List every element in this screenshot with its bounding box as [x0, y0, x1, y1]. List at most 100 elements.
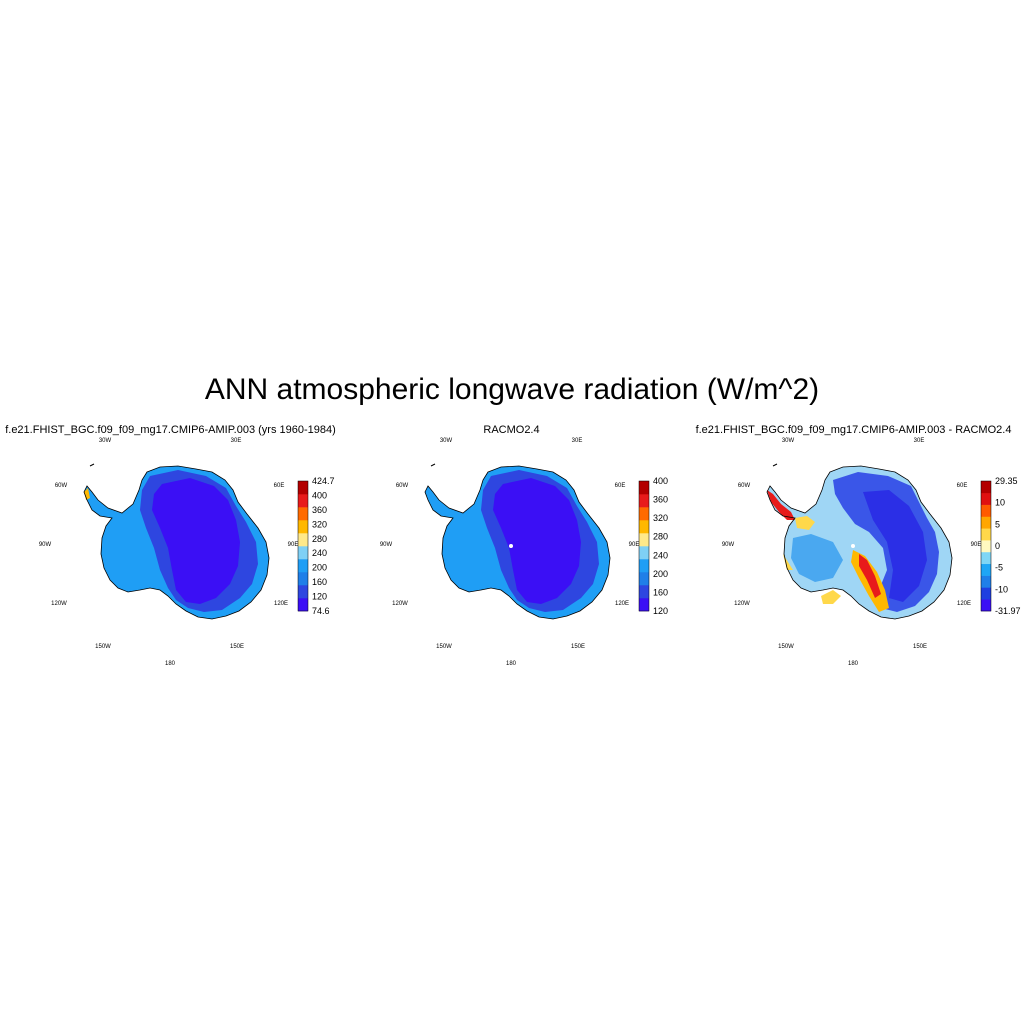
colorbar-cell [639, 520, 649, 534]
data-region [859, 554, 881, 598]
longitude-label: 180 [848, 661, 859, 667]
colorbar-cell [298, 598, 308, 612]
colorbar-label: -10 [995, 584, 1008, 594]
colorbar-label: -5 [995, 563, 1003, 573]
colorbar-cell [981, 563, 991, 576]
colorbar-cell [981, 575, 991, 588]
colorbar-label: 120 [653, 606, 668, 616]
island-mark [772, 463, 778, 467]
colorbar-label: 400 [312, 490, 327, 500]
antarctica-map: 30W 30E 60W 60E 90W 90E 120W 120E 150W 150E 180 120… [380, 438, 668, 667]
longitude-label: 120W [51, 601, 67, 607]
coastline [424, 465, 611, 620]
data-region [791, 534, 843, 582]
colorbar-cell [639, 533, 649, 547]
colorbar-label: 0 [995, 541, 1000, 551]
colorbar-cell [298, 533, 308, 547]
panel-title: RACMO2.4 [483, 424, 540, 436]
colorbar-cell [298, 481, 308, 495]
colorbar-label: 240 [312, 548, 327, 558]
longitude-label: 180 [165, 661, 176, 667]
colorbar-label: 320 [653, 513, 668, 523]
longitude-label: 90W [722, 542, 735, 548]
longitude-label: 30E [914, 438, 925, 444]
longitude-label: 90W [380, 542, 393, 548]
longitude-label: 60W [55, 483, 68, 489]
longitude-label: 30E [231, 438, 242, 444]
colorbar-label: 160 [653, 587, 668, 597]
antarctica-landmass [424, 465, 611, 620]
colorbar-label: 74.6 [312, 606, 330, 616]
longitude-label: 90W [39, 542, 52, 548]
colorbar: 74.6 120 160 200 240 280 320 360 400 424.7 [297, 476, 335, 616]
longitude-label: 30W [440, 438, 453, 444]
island-mark [89, 463, 95, 467]
colorbar-label: 5 [995, 519, 1000, 529]
colorbar-cell [298, 572, 308, 586]
colorbar-cell [639, 481, 649, 495]
colorbar-label: -31.97 [995, 606, 1021, 616]
longitude-label: 150E [913, 644, 927, 650]
data-region [821, 590, 841, 604]
map-panel-racmo: RACMO2.4 30W 30E 60W 60E 90W 90E 120W 120E 150W 1… [341, 420, 682, 680]
longitude-label: 150W [95, 644, 111, 650]
colorbar-cell [981, 516, 991, 529]
colorbar-label: 200 [653, 569, 668, 579]
colorbar-cell [298, 585, 308, 599]
colorbar-label: 320 [312, 519, 327, 529]
colorbar-cell [298, 494, 308, 508]
colorbar-cell [298, 546, 308, 560]
longitude-label: 150W [436, 644, 452, 650]
colorbar-cell [639, 598, 649, 612]
panel-title: f.e21.FHIST_BGC.f09_f09_mg17.CMIP6-AMIP.… [5, 424, 336, 436]
map-panel-difference: f.e21.FHIST_BGC.f09_f09_mg17.CMIP6-AMIP.… [683, 420, 1024, 680]
pole-mark [851, 544, 855, 548]
colorbar-cell [298, 520, 308, 534]
antarctica-map: 30W 30E 60W 60E 90W 90E 120W 120E 150W 150E 180 74.… [39, 438, 335, 667]
data-region [767, 490, 795, 520]
longitude-label: 90E [288, 542, 299, 548]
longitude-label: 120E [274, 601, 288, 607]
colorbar-label: 360 [653, 495, 668, 505]
colorbar: 120 160 200 240 280 320 360 400 [638, 476, 668, 616]
pole-mark [509, 544, 513, 548]
colorbar-label: 240 [653, 550, 668, 560]
colorbar: -31.97 -10 -5 0 5 10 29.35 [980, 476, 1021, 616]
panel-title: f.e21.FHIST_BGC.f09_f09_mg17.CMIP6-AMIP.… [695, 424, 1012, 436]
longitude-label: 60E [274, 483, 285, 489]
longitude-label: 30W [782, 438, 795, 444]
colorbar-frame [638, 480, 650, 612]
colorbar-cell [981, 587, 991, 600]
longitude-label: 90E [629, 542, 640, 548]
longitude-label: 120E [615, 601, 629, 607]
longitude-label: 120W [392, 601, 408, 607]
colorbar-cell [639, 494, 649, 508]
longitude-label: 120W [734, 601, 750, 607]
longitude-label: 120E [957, 601, 971, 607]
colorbar-cell [981, 528, 991, 541]
longitude-label: 60E [957, 483, 968, 489]
longitude-label: 150W [778, 644, 794, 650]
longitude-label: 30W [99, 438, 112, 444]
longitude-label: 150E [571, 644, 585, 650]
longitude-label: 30E [572, 438, 583, 444]
colorbar-label: 400 [653, 476, 668, 486]
island-mark [430, 463, 436, 467]
colorbar-cell [298, 559, 308, 573]
data-region [783, 554, 793, 570]
antarctica-landmass [766, 465, 953, 620]
coastline [766, 465, 953, 620]
colorbar-cell [639, 507, 649, 521]
colorbar-label: 280 [312, 534, 327, 544]
colorbar-cell [981, 551, 991, 565]
antarctica-map: 30W 30E 60W 60E 90W 90E 120W 120E 150W 150E 180 -31… [722, 438, 1021, 667]
colorbar-label: 120 [312, 592, 327, 602]
colorbar-cell [298, 507, 308, 521]
longitude-label: 60W [738, 483, 751, 489]
colorbar-label: 29.35 [995, 476, 1018, 486]
colorbar-cell [981, 481, 991, 494]
longitude-label: 60E [615, 483, 626, 489]
colorbar-cell [981, 599, 991, 612]
colorbar-cell [981, 504, 991, 517]
data-region [795, 516, 815, 530]
